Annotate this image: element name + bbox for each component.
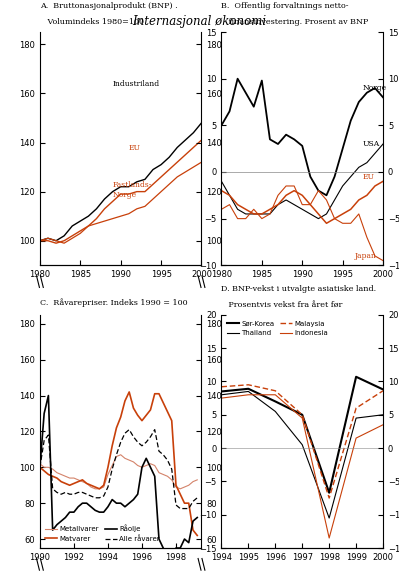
Text: Prosentvis vekst fra året før: Prosentvis vekst fra året før	[221, 301, 343, 309]
Text: EU: EU	[363, 174, 375, 181]
Text: C.  Råvarepriser. Indeks 1990 = 100: C. Råvarepriser. Indeks 1990 = 100	[40, 298, 188, 307]
Text: Volumindeks 1980=100: Volumindeks 1980=100	[40, 18, 144, 26]
Legend: Sør-Korea, Thailand, Malaysia, Indonesia: Sør-Korea, Thailand, Malaysia, Indonesia	[227, 321, 328, 336]
Text: Norge: Norge	[363, 84, 387, 92]
Text: USA: USA	[363, 140, 380, 148]
Text: A.  Bruttonasjonalprodukt (BNP) .: A. Bruttonasjonalprodukt (BNP) .	[40, 2, 178, 10]
Text: Industriland: Industriland	[113, 80, 160, 88]
Text: Japan: Japan	[355, 252, 377, 260]
Legend: Metallvarer, Matvarer, Råolje, Alle råvarer: Metallvarer, Matvarer, Råolje, Alle råva…	[45, 524, 160, 542]
Text: finansinvestering. Prosent av BNP: finansinvestering. Prosent av BNP	[221, 18, 369, 26]
Text: B.  Offentlig forvaltnings netto-: B. Offentlig forvaltnings netto-	[221, 2, 349, 10]
Text: Internasjonal økonomi: Internasjonal økonomi	[132, 15, 267, 27]
Text: D. BNP-vekst i utvalgte asiatiske land.: D. BNP-vekst i utvalgte asiatiske land.	[221, 285, 377, 293]
Text: EU: EU	[129, 144, 141, 152]
Text: Fastlands-
Norge: Fastlands- Norge	[113, 181, 152, 199]
